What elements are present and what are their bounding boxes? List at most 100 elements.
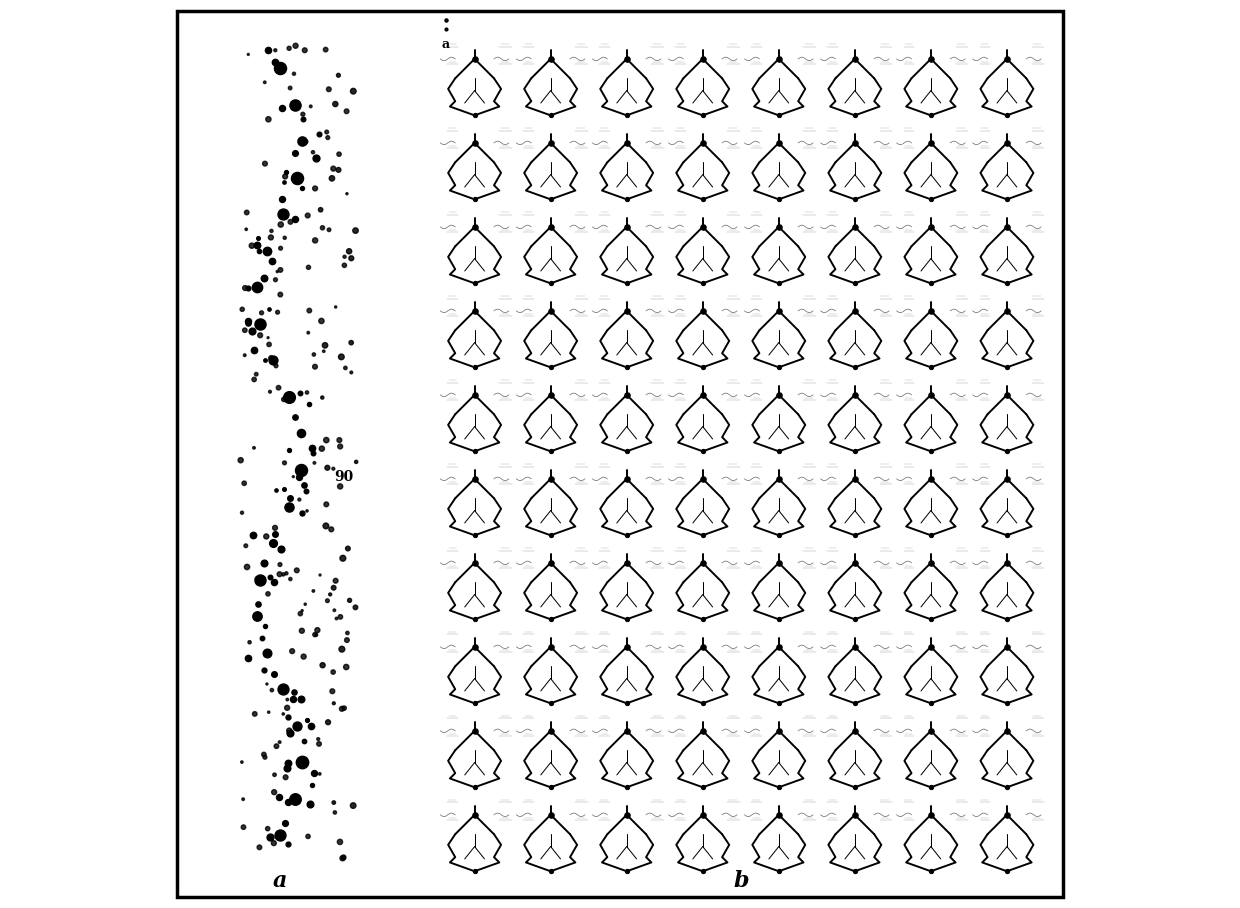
Point: [693, 135, 713, 150]
Point: [341, 251, 361, 265]
Point: [997, 388, 1017, 402]
Point: [298, 829, 317, 844]
Point: [274, 456, 294, 470]
Point: [541, 360, 560, 375]
Point: [693, 444, 713, 459]
Point: [284, 685, 304, 699]
Point: [269, 567, 289, 581]
Point: [616, 807, 636, 822]
Point: [304, 347, 324, 361]
Point: [465, 108, 485, 123]
Point: [997, 303, 1017, 318]
Point: [337, 626, 357, 640]
Point: [997, 528, 1017, 543]
Point: [541, 807, 560, 822]
Point: [616, 696, 636, 711]
Point: [693, 780, 713, 794]
Point: [280, 572, 300, 587]
Point: [844, 220, 864, 234]
Point: [921, 556, 941, 570]
Point: [270, 735, 290, 749]
Point: [234, 348, 254, 362]
Point: [264, 667, 284, 682]
Point: [340, 593, 360, 607]
Point: [247, 571, 267, 586]
Point: [279, 724, 299, 738]
Point: [616, 471, 636, 486]
Point: [693, 639, 713, 654]
Point: [332, 851, 352, 865]
Point: [319, 222, 339, 237]
Point: [465, 724, 485, 738]
Point: [247, 238, 267, 252]
Point: [325, 805, 345, 820]
Point: [238, 47, 258, 62]
Point: [324, 795, 343, 810]
Point: [326, 574, 346, 588]
Point: [298, 385, 317, 400]
Point: [252, 306, 272, 321]
Point: [255, 156, 275, 171]
Point: [616, 303, 636, 318]
Point: [322, 684, 342, 698]
Point: [264, 836, 284, 851]
Point: [693, 612, 713, 627]
Point: [259, 302, 279, 317]
Point: [305, 360, 325, 374]
Point: [541, 556, 560, 570]
Point: [693, 108, 713, 123]
Point: [844, 696, 864, 711]
Point: [238, 651, 258, 666]
Point: [286, 563, 306, 577]
Point: [921, 135, 941, 150]
Point: [921, 639, 941, 654]
Point: [270, 287, 290, 301]
Point: [284, 469, 304, 484]
Point: [237, 205, 257, 220]
Point: [272, 541, 291, 556]
Point: [280, 81, 300, 95]
Point: [285, 97, 305, 112]
Point: [465, 528, 485, 543]
Point: [769, 52, 789, 66]
Point: [295, 134, 315, 149]
Point: [239, 635, 259, 649]
Point: [324, 162, 343, 176]
Text: 90: 90: [334, 469, 353, 484]
Point: [997, 724, 1017, 738]
Point: [285, 792, 305, 806]
Point: [769, 780, 789, 794]
Point: [324, 580, 343, 595]
Point: [304, 765, 324, 780]
Point: [541, 108, 560, 123]
Point: [465, 52, 485, 66]
Point: [844, 864, 864, 879]
Point: [285, 38, 305, 53]
Point: [274, 392, 294, 407]
Point: [293, 133, 312, 148]
Point: [270, 558, 290, 572]
Point: [238, 281, 258, 295]
Point: [997, 807, 1017, 822]
Point: [330, 834, 350, 849]
Point: [265, 54, 285, 69]
Point: [278, 692, 298, 706]
Point: [465, 276, 485, 291]
Point: [343, 84, 363, 98]
Point: [305, 233, 325, 248]
Point: [267, 359, 286, 373]
Point: [346, 223, 366, 238]
Point: [304, 446, 324, 460]
Point: [616, 780, 636, 794]
Point: [921, 696, 941, 711]
Point: [997, 556, 1017, 570]
Point: [258, 331, 278, 345]
Point: [238, 316, 258, 331]
Point: [290, 386, 310, 400]
Point: [343, 798, 363, 813]
Point: [346, 455, 366, 469]
Point: [257, 529, 277, 544]
Point: [273, 706, 293, 721]
Point: [250, 328, 270, 342]
Point: [263, 353, 283, 368]
